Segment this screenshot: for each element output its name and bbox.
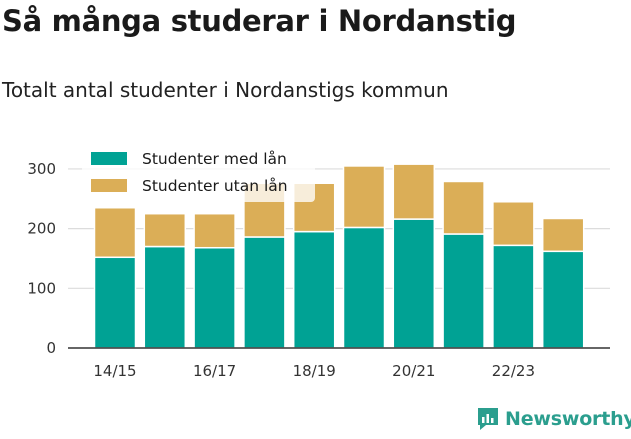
bar-19-20-with-loan	[342, 226, 386, 349]
newsworthy-logo-icon	[478, 408, 498, 430]
bar-22-23-with-loan	[492, 244, 535, 349]
bars	[93, 163, 585, 349]
chart-subtitle: Totalt antal studenter i Nordanstigs kom…	[2, 78, 449, 102]
x-tick-label-16-17: 16/17	[193, 362, 236, 380]
bar-16-17-with-loan	[193, 246, 236, 349]
bar-21-22-with-loan	[442, 233, 485, 349]
axes: 0 100 200 300 14/15 16/17 18/19 20/21 22/23	[27, 160, 610, 380]
bar-16-17-without-loan	[193, 212, 236, 249]
stacked-bar-chart: 0 100 200 300 14/15 16/17 18/19 20/21 22/23 Stud…	[27, 146, 610, 380]
legend-swatch-with-loan	[91, 152, 127, 165]
bar-17-18-with-loan	[243, 236, 286, 349]
y-tick-label-200: 200	[27, 220, 56, 238]
bar-18-19-with-loan	[292, 230, 336, 349]
legend-swatch-without-loan	[91, 179, 127, 192]
y-tick-label-100: 100	[27, 279, 56, 297]
legend-background	[82, 146, 315, 202]
bar-23-24-with-loan	[541, 250, 585, 349]
bar-15-16-without-loan	[143, 212, 187, 248]
x-tick-label-22-23: 22/23	[492, 362, 535, 380]
y-tick-label-0: 0	[46, 339, 56, 357]
legend-label-with-loan: Studenter med lån	[142, 150, 287, 168]
bar-23-24-without-loan	[541, 217, 585, 253]
bar-20-21-without-loan	[392, 163, 436, 220]
x-tick-label-14-15: 14/15	[93, 362, 136, 380]
legend-label-without-loan: Studenter utan lån	[142, 177, 288, 195]
chart-title: Så många studerar i Nordanstig	[2, 4, 517, 38]
bar-21-22-without-loan	[442, 180, 485, 235]
bar-14-15-without-loan	[93, 206, 137, 259]
bar-19-20-without-loan	[342, 165, 386, 229]
x-tick-label-18-19: 18/19	[293, 362, 336, 380]
bar-14-15-with-loan	[93, 256, 137, 349]
newsworthy-logo: Newsworthy	[476, 406, 631, 432]
x-tick-label-20-21: 20/21	[392, 362, 435, 380]
newsworthy-logo-text: Newsworthy	[505, 408, 631, 430]
bar-20-21-with-loan	[392, 218, 436, 349]
legend: Studenter med lån Studenter utan lån	[82, 146, 315, 202]
bar-15-16-with-loan	[143, 245, 187, 349]
y-tick-label-300: 300	[27, 160, 56, 178]
bar-22-23-without-loan	[492, 201, 535, 247]
